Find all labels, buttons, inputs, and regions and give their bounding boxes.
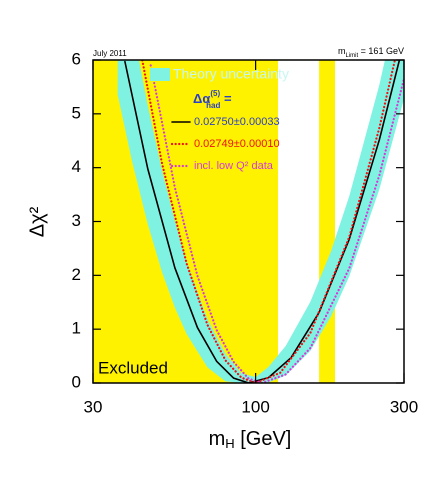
limit-label: mLimit = 161 GeV bbox=[338, 46, 404, 58]
y-tick-label: 4 bbox=[72, 157, 81, 176]
plot-area bbox=[93, 60, 404, 383]
y-axis-label: Δχ² bbox=[26, 206, 48, 237]
x-tick-label: 300 bbox=[390, 397, 418, 416]
y-tick-label: 2 bbox=[72, 265, 81, 284]
x-axis-label: mH [GeV] bbox=[209, 428, 292, 451]
legend-swatch bbox=[150, 68, 170, 81]
legend-label: Theory uncertainty bbox=[173, 66, 289, 82]
x-tick-label: 30 bbox=[84, 397, 103, 416]
y-tick-label: 3 bbox=[72, 211, 81, 230]
y-tick-label: 6 bbox=[72, 49, 81, 68]
legend-label: 0.02750±0.00033 bbox=[194, 116, 280, 128]
date-label: July 2011 bbox=[93, 49, 127, 58]
legend-header: Δα(5) had = bbox=[193, 89, 232, 110]
curve bbox=[141, 60, 396, 383]
legend-label: 0.02749±0.00010 bbox=[194, 138, 280, 150]
y-tick-label: 1 bbox=[72, 319, 81, 338]
legend-label: incl. low Q² data bbox=[194, 160, 274, 172]
excluded-region bbox=[319, 60, 336, 383]
x-tick-label: 100 bbox=[241, 397, 269, 416]
excluded-label: Excluded bbox=[98, 358, 168, 377]
y-tick-label: 0 bbox=[72, 372, 81, 391]
y-tick-label: 5 bbox=[72, 103, 81, 122]
